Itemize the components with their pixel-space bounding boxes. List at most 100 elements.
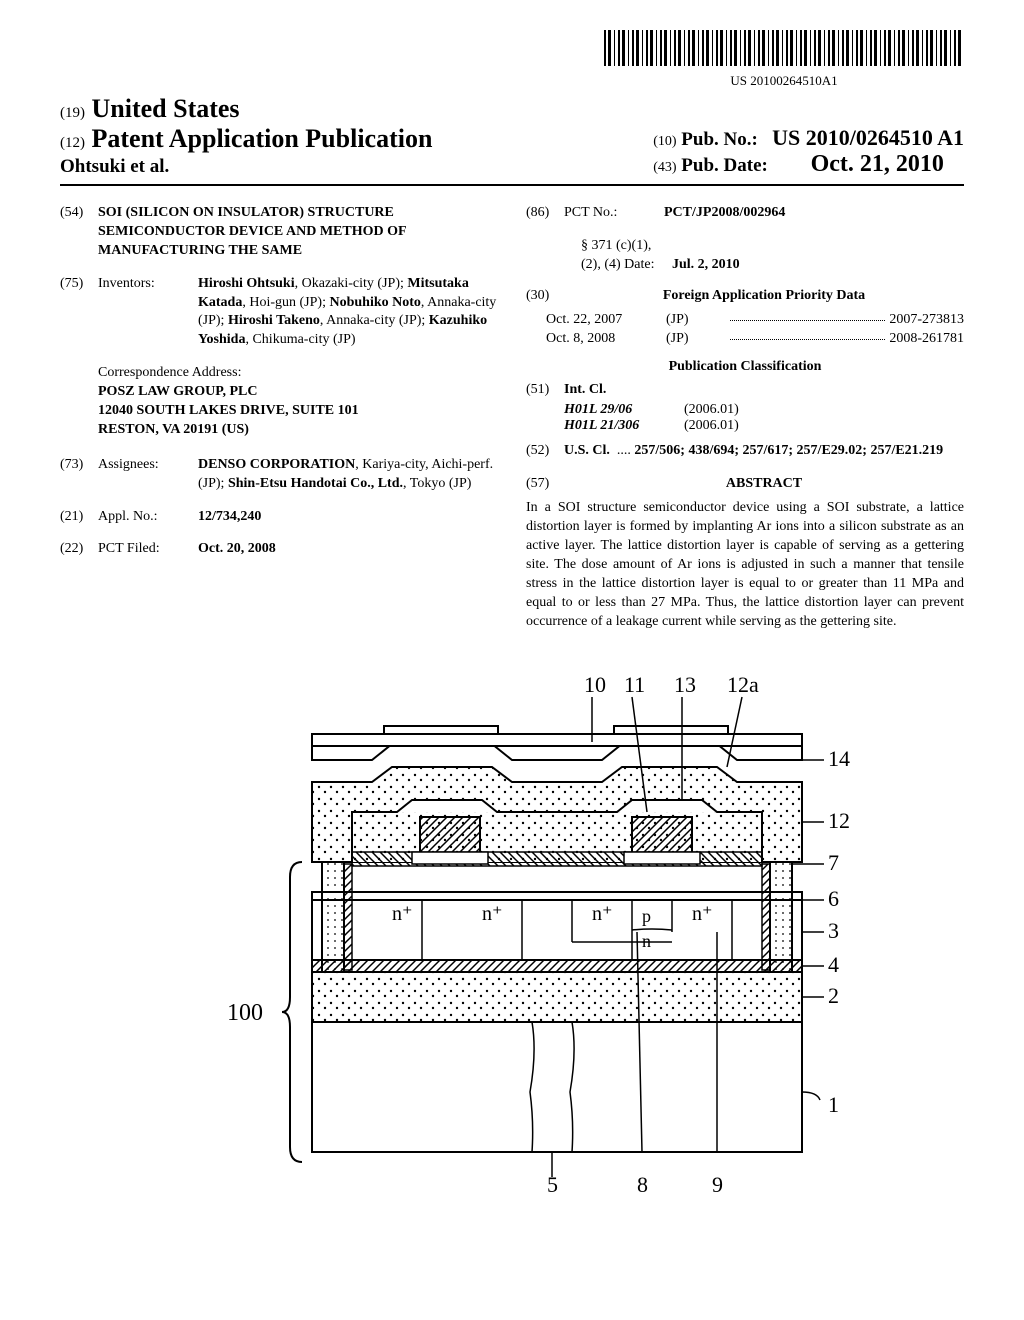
fig-label: 9	[712, 1172, 723, 1192]
fig-label: 5	[547, 1172, 558, 1192]
left-column: (54) SOI (SILICON ON INSULATOR) STRUCTUR…	[60, 204, 498, 632]
uscl-field: (52) U.S. Cl. .... 257/506; 438/694; 257…	[526, 442, 964, 461]
foreign-code: (30)	[526, 287, 564, 306]
correspondence-block: Correspondence Address: POSZ LAW GROUP, …	[98, 364, 498, 440]
barcode-graphic	[604, 30, 964, 66]
fig-label: 13	[674, 672, 696, 697]
title-code: (54)	[60, 204, 98, 261]
pctfiled-label: PCT Filed:	[98, 540, 198, 559]
barcode-number: US 20100264510A1	[604, 73, 964, 89]
applno-value: 12/734,240	[198, 509, 261, 524]
right-column: (86) PCT No.: PCT/JP2008/002964 § 371 (c…	[526, 204, 964, 632]
patent-figure: n⁺ n⁺ n⁺ n⁺ p n	[172, 652, 852, 1192]
foreign-title: Foreign Application Priority Data	[663, 288, 865, 303]
pubclass-title: Publication Classification	[526, 359, 964, 375]
pctno-label: PCT No.:	[564, 204, 664, 223]
authors-line: Ohtsuki et al.	[60, 156, 432, 178]
fig-label: 7	[828, 850, 839, 875]
fig-label: 3	[828, 918, 839, 943]
publication-header: (19) United States (12) Patent Applicati…	[60, 94, 964, 186]
fig-label: 4	[828, 952, 839, 977]
s371-date: Jul. 2, 2010	[672, 257, 740, 272]
intcl-ver: (2006.01)	[684, 418, 739, 434]
pctno-field: (86) PCT No.: PCT/JP2008/002964	[526, 204, 964, 223]
assignees-label: Assignees:	[98, 456, 198, 494]
region-label: p	[642, 906, 651, 926]
uscl-code: (52)	[526, 442, 564, 461]
body-columns: (54) SOI (SILICON ON INSULATOR) STRUCTUR…	[60, 204, 964, 632]
pctfiled-field: (22) PCT Filed: Oct. 20, 2008	[60, 540, 498, 559]
fig-label: 11	[624, 672, 645, 697]
assignees-code: (73)	[60, 456, 98, 494]
priority-row: Oct. 8, 2008 (JP) 2008-261781	[546, 329, 964, 349]
fig-label: 12a	[727, 672, 759, 697]
title-field: (54) SOI (SILICON ON INSULATOR) STRUCTUR…	[60, 204, 498, 261]
inventors-label: Inventors:	[98, 275, 198, 351]
intcl-field: (51) Int. Cl.	[526, 381, 964, 400]
s371-line2: (2), (4) Date:	[581, 257, 654, 272]
priority-num: 2008-261781	[889, 329, 964, 349]
barcode-block: US 20100264510A1	[60, 30, 964, 90]
intcl-label: Int. Cl.	[564, 382, 606, 397]
fig-label: 14	[828, 746, 850, 771]
pub-type: Patent Application Publication	[92, 124, 433, 153]
pubno-code: (10)	[653, 134, 676, 149]
priority-cc: (JP)	[666, 329, 726, 349]
region-label: n⁺	[592, 903, 613, 925]
priority-num: 2007-273813	[889, 310, 964, 330]
intcl-sym: H01L 21/306	[564, 418, 684, 434]
region-label: n⁺	[392, 903, 413, 925]
dots-leader	[730, 329, 885, 340]
abstract-code: (57)	[526, 475, 564, 494]
uscl-label: U.S. Cl.	[564, 443, 610, 458]
assignees-value: DENSO CORPORATION, Kariya-city, Aichi-pe…	[198, 456, 498, 494]
intcl-sym: H01L 29/06	[564, 402, 684, 418]
dots-leader	[730, 310, 885, 321]
inventors-field: (75) Inventors: Hiroshi Ohtsuki, Okazaki…	[60, 275, 498, 351]
header-right: (10) Pub. No.: US 2010/0264510 A1 (43) P…	[653, 125, 964, 178]
priority-date: Oct. 22, 2007	[546, 310, 666, 330]
priority-cc: (JP)	[666, 310, 726, 330]
foreign-priority-header: (30) Foreign Application Priority Data	[526, 287, 964, 306]
fig-label: 8	[637, 1172, 648, 1192]
title-text: SOI (SILICON ON INSULATOR) STRUCTURE SEM…	[98, 204, 498, 261]
inventors-value: Hiroshi Ohtsuki, Okazaki-city (JP); Mits…	[198, 275, 498, 351]
abstract-header: (57) ABSTRACT	[526, 475, 964, 494]
intcl-row: H01L 29/06 (2006.01)	[564, 402, 964, 418]
pubdate: Oct. 21, 2010	[811, 151, 944, 177]
pctno-code: (86)	[526, 204, 564, 223]
abstract-title: ABSTRACT	[726, 476, 802, 491]
fig-label: 2	[828, 983, 839, 1008]
applno-field: (21) Appl. No.: 12/734,240	[60, 508, 498, 527]
pctfiled-value: Oct. 20, 2008	[198, 541, 276, 556]
priority-row: Oct. 22, 2007 (JP) 2007-273813	[546, 310, 964, 330]
priority-list: Oct. 22, 2007 (JP) 2007-273813 Oct. 8, 2…	[546, 310, 964, 349]
pubdate-code: (43)	[653, 160, 676, 175]
header-left: (19) United States (12) Patent Applicati…	[60, 94, 432, 178]
s371-block: § 371 (c)(1), (2), (4) Date: Jul. 2, 201…	[581, 237, 964, 275]
priority-date: Oct. 8, 2008	[546, 329, 666, 349]
intcl-code: (51)	[526, 381, 564, 400]
figure-area: n⁺ n⁺ n⁺ n⁺ p n	[60, 652, 964, 1197]
fig-label: 10	[584, 672, 606, 697]
corr-line-0: POSZ LAW GROUP, PLC	[98, 384, 257, 399]
corr-line-2: RESTON, VA 20191 (US)	[98, 422, 249, 437]
pub-type-code: (12)	[60, 135, 85, 151]
corr-label: Correspondence Address:	[98, 364, 498, 383]
region-label: n⁺	[692, 903, 713, 925]
fig-label: 12	[828, 808, 850, 833]
abstract-text: In a SOI structure semiconductor device …	[526, 499, 964, 631]
region-label: n⁺	[482, 903, 503, 925]
intcl-row: H01L 21/306 (2006.01)	[564, 418, 964, 434]
country-name: United States	[92, 94, 240, 123]
corr-line-1: 12040 SOUTH LAKES DRIVE, SUITE 101	[98, 403, 359, 418]
fig-label: 6	[828, 886, 839, 911]
pubdate-label: Pub. Date:	[681, 155, 768, 176]
region-label: n	[642, 931, 651, 951]
applno-label: Appl. No.:	[98, 508, 198, 527]
pctfiled-code: (22)	[60, 540, 98, 559]
applno-code: (21)	[60, 508, 98, 527]
s371-label: § 371 (c)(1),	[581, 237, 964, 256]
inventors-code: (75)	[60, 275, 98, 351]
fig-ref-100: 100	[227, 1000, 263, 1026]
